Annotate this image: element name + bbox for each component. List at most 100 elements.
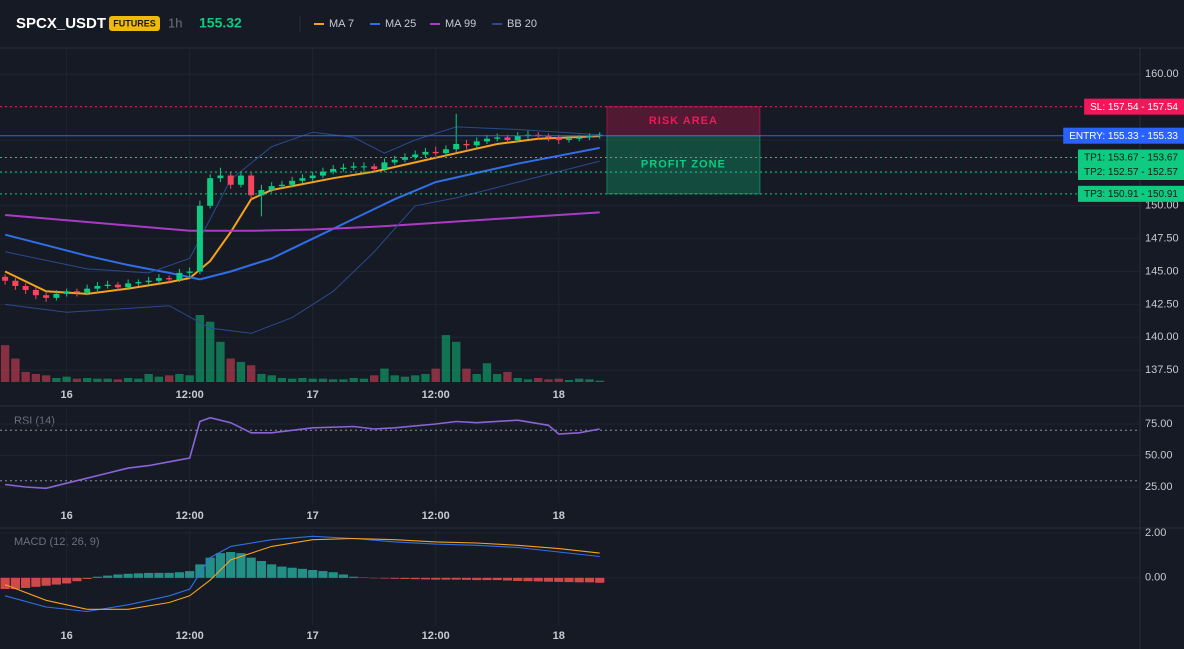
- volume-bar: [452, 341, 461, 382]
- histogram-bar: [21, 577, 31, 588]
- level-label: TP1: 153.67 - 153.67: [1084, 153, 1178, 164]
- candle-body: [555, 137, 562, 141]
- histogram-bar: [267, 564, 277, 578]
- volume-bar: [0, 345, 10, 382]
- x-tick-label: 12:00: [422, 389, 450, 401]
- candle-body: [494, 137, 501, 139]
- y-tick-label: 145.00: [1145, 265, 1179, 277]
- histogram-bar: [72, 577, 82, 582]
- candle-body: [576, 137, 583, 139]
- histogram-bar: [595, 577, 605, 583]
- histogram-bar: [277, 566, 287, 578]
- candle-body: [504, 137, 511, 141]
- last-price: 155.32: [199, 15, 242, 31]
- histogram-bar: [338, 574, 349, 578]
- volume-bar: [246, 365, 256, 382]
- volume-bar: [523, 379, 533, 382]
- histogram-bar: [144, 572, 154, 578]
- y-tick-label: 150.00: [1145, 200, 1179, 212]
- candle-body: [237, 175, 244, 185]
- volume-bar: [339, 379, 348, 382]
- volume-bar: [185, 375, 194, 382]
- volume-bar: [359, 378, 369, 382]
- x-tick-label: 17: [307, 510, 319, 522]
- candle-body: [422, 151, 429, 155]
- level-box: [1078, 185, 1184, 202]
- volume-bar: [390, 375, 399, 382]
- volume-bar: [380, 368, 389, 382]
- x-tick-label: 16: [61, 630, 73, 642]
- volume-bar: [154, 376, 164, 382]
- candle-body: [63, 291, 70, 294]
- level-box: [1078, 164, 1184, 181]
- moving-average: [4, 146, 600, 281]
- badge: [109, 16, 160, 31]
- candle-body: [114, 284, 121, 288]
- x-tick-label: 12:00: [176, 510, 204, 522]
- histogram-bar: [62, 577, 72, 584]
- candle-body: [176, 272, 183, 280]
- candle-body: [43, 295, 50, 298]
- volume-bar: [308, 378, 317, 382]
- histogram-bar: [410, 577, 420, 580]
- candle-body: [53, 293, 60, 298]
- candle-body: [371, 166, 378, 169]
- histogram-bar: [195, 564, 205, 578]
- volume-bar: [493, 373, 502, 382]
- histogram-bar: [318, 571, 328, 578]
- histogram-bar: [297, 568, 308, 578]
- candle-body: [186, 271, 193, 273]
- volume-bar: [103, 378, 112, 382]
- level-tag: TP2: 152.57 - 152.57: [1078, 164, 1184, 181]
- volume-bar: [349, 377, 358, 382]
- histogram-bar: [492, 577, 502, 581]
- volume-bar: [113, 379, 123, 382]
- histogram-bar: [92, 576, 102, 578]
- volume-bar: [513, 377, 522, 382]
- histogram-bar: [236, 553, 246, 578]
- histogram-bar: [133, 573, 143, 578]
- histogram-bar: [349, 576, 359, 578]
- histogram-bar: [113, 574, 123, 578]
- candle-body: [125, 283, 132, 288]
- volume-bar: [369, 375, 379, 382]
- candle-body: [483, 138, 490, 142]
- volume-bar: [585, 379, 594, 382]
- histogram-bar: [51, 577, 61, 585]
- candle-body: [442, 149, 449, 154]
- histogram-bar: [451, 577, 461, 580]
- histogram-bar: [174, 572, 185, 578]
- histogram-bar: [31, 577, 41, 587]
- histogram-bar: [205, 557, 215, 578]
- candle-body: [258, 190, 265, 196]
- candle-body: [360, 166, 367, 168]
- candle-body: [248, 175, 255, 196]
- volume-bar: [277, 377, 287, 382]
- histogram-bar: [256, 560, 267, 578]
- candle-body: [32, 289, 39, 296]
- candle-body: [104, 284, 111, 287]
- y-tick-label: 25.00: [1145, 481, 1173, 493]
- level-label: TP2: 152.57 - 152.57: [1084, 167, 1178, 178]
- volume-bar: [400, 376, 410, 382]
- volume-bar: [52, 377, 61, 382]
- candle-body: [340, 167, 347, 169]
- volume-bar: [462, 368, 471, 382]
- x-tick-label: 17: [307, 630, 319, 642]
- legend-label: MA 99: [445, 18, 476, 30]
- macd-line: [4, 537, 600, 610]
- volume-bar: [482, 363, 492, 382]
- candle-body: [227, 175, 234, 185]
- candle-body: [94, 286, 101, 289]
- histogram-bar: [502, 577, 513, 581]
- x-tick-label: 12:00: [176, 389, 204, 401]
- volume-bar: [441, 335, 451, 382]
- y-tick-label: 137.50: [1145, 364, 1179, 376]
- zone: [606, 106, 761, 137]
- x-tick-label: 16: [61, 510, 73, 522]
- histogram-bar: [564, 577, 574, 583]
- histogram-bar: [215, 553, 226, 578]
- candle-body: [309, 175, 316, 179]
- volume-bar: [144, 373, 153, 382]
- histogram-bar: [584, 577, 595, 583]
